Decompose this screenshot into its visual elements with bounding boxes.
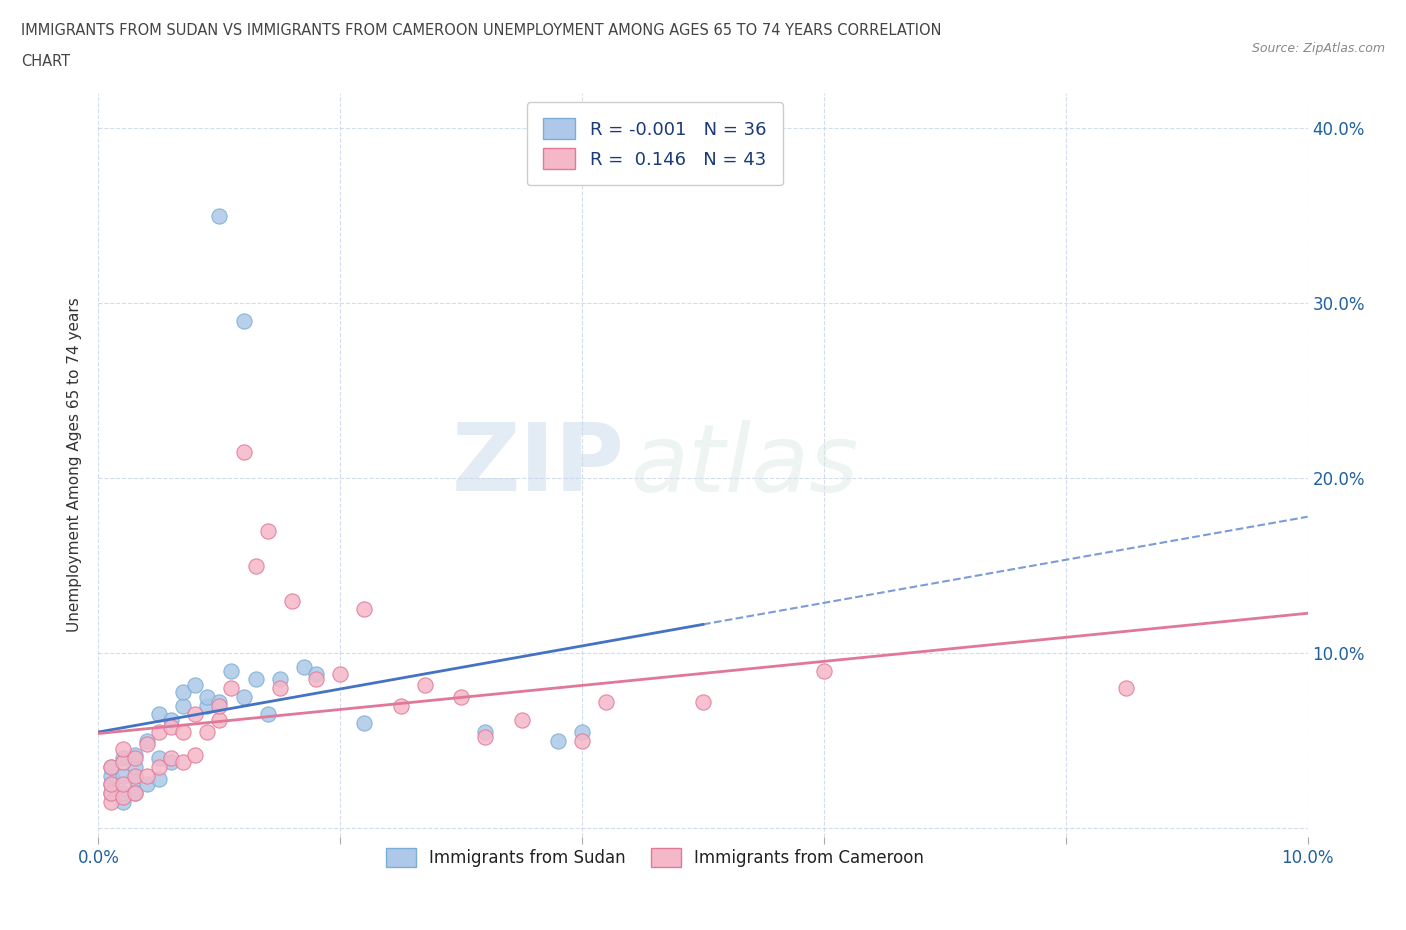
Point xyxy=(269,681,291,696)
Y-axis label: Unemployment Among Ages 65 to 74 years: Unemployment Among Ages 65 to 74 years xyxy=(67,298,83,632)
Point xyxy=(413,677,436,692)
Point xyxy=(124,768,146,783)
Point xyxy=(184,707,207,722)
Point xyxy=(172,754,194,769)
Point xyxy=(160,751,183,765)
Point xyxy=(160,712,183,727)
Point xyxy=(184,677,207,692)
Point xyxy=(100,777,122,792)
Point xyxy=(111,768,134,783)
Point xyxy=(571,733,593,748)
Point xyxy=(245,558,267,573)
Point xyxy=(184,748,207,763)
Point xyxy=(148,760,170,775)
Point xyxy=(135,737,157,751)
Point xyxy=(100,760,122,775)
Point xyxy=(450,689,472,704)
Point xyxy=(148,707,170,722)
Point xyxy=(269,672,291,687)
Text: atlas: atlas xyxy=(630,419,859,511)
Point xyxy=(353,602,375,617)
Point xyxy=(510,712,533,727)
Legend: Immigrants from Sudan, Immigrants from Cameroon: Immigrants from Sudan, Immigrants from C… xyxy=(373,835,936,881)
Point xyxy=(245,672,267,687)
Point xyxy=(353,716,375,731)
Point xyxy=(111,742,134,757)
Point xyxy=(124,748,146,763)
Point xyxy=(305,667,328,682)
Point xyxy=(256,707,278,722)
Point xyxy=(100,786,122,801)
Point xyxy=(135,733,157,748)
Point xyxy=(124,786,146,801)
Point xyxy=(172,698,194,713)
Point xyxy=(389,698,412,713)
Point xyxy=(100,760,122,775)
Point xyxy=(111,790,134,804)
Point xyxy=(135,768,157,783)
Point xyxy=(1115,681,1137,696)
Point xyxy=(111,777,134,792)
Point xyxy=(111,794,134,809)
Point xyxy=(148,724,170,739)
Point xyxy=(100,794,122,809)
Point xyxy=(195,698,218,713)
Point xyxy=(148,772,170,787)
Point xyxy=(292,659,315,674)
Point xyxy=(100,777,122,792)
Point xyxy=(474,730,496,745)
Point xyxy=(124,760,146,775)
Point xyxy=(256,524,278,538)
Point xyxy=(232,313,254,328)
Point xyxy=(813,663,835,678)
Point xyxy=(195,724,218,739)
Point xyxy=(305,672,328,687)
Text: CHART: CHART xyxy=(21,54,70,69)
Point xyxy=(172,684,194,699)
Point xyxy=(148,751,170,765)
Point xyxy=(221,663,243,678)
Point xyxy=(595,695,617,710)
Point xyxy=(692,695,714,710)
Point xyxy=(329,667,352,682)
Text: ZIP: ZIP xyxy=(451,419,624,511)
Point xyxy=(208,712,231,727)
Text: IMMIGRANTS FROM SUDAN VS IMMIGRANTS FROM CAMEROON UNEMPLOYMENT AMONG AGES 65 TO : IMMIGRANTS FROM SUDAN VS IMMIGRANTS FROM… xyxy=(21,23,942,38)
Point xyxy=(208,698,231,713)
Point xyxy=(111,754,134,769)
Point xyxy=(474,724,496,739)
Point xyxy=(208,208,231,223)
Point xyxy=(232,689,254,704)
Point xyxy=(124,786,146,801)
Point xyxy=(111,786,134,801)
Point xyxy=(195,689,218,704)
Point xyxy=(547,733,569,748)
Point xyxy=(571,724,593,739)
Point xyxy=(100,786,122,801)
Point xyxy=(160,754,183,769)
Point xyxy=(124,772,146,787)
Point xyxy=(111,751,134,765)
Point xyxy=(221,681,243,696)
Point xyxy=(135,777,157,792)
Point xyxy=(124,751,146,765)
Text: Source: ZipAtlas.com: Source: ZipAtlas.com xyxy=(1251,42,1385,55)
Point xyxy=(100,768,122,783)
Point xyxy=(232,445,254,459)
Point xyxy=(281,593,304,608)
Point xyxy=(172,724,194,739)
Point xyxy=(208,695,231,710)
Point xyxy=(160,719,183,734)
